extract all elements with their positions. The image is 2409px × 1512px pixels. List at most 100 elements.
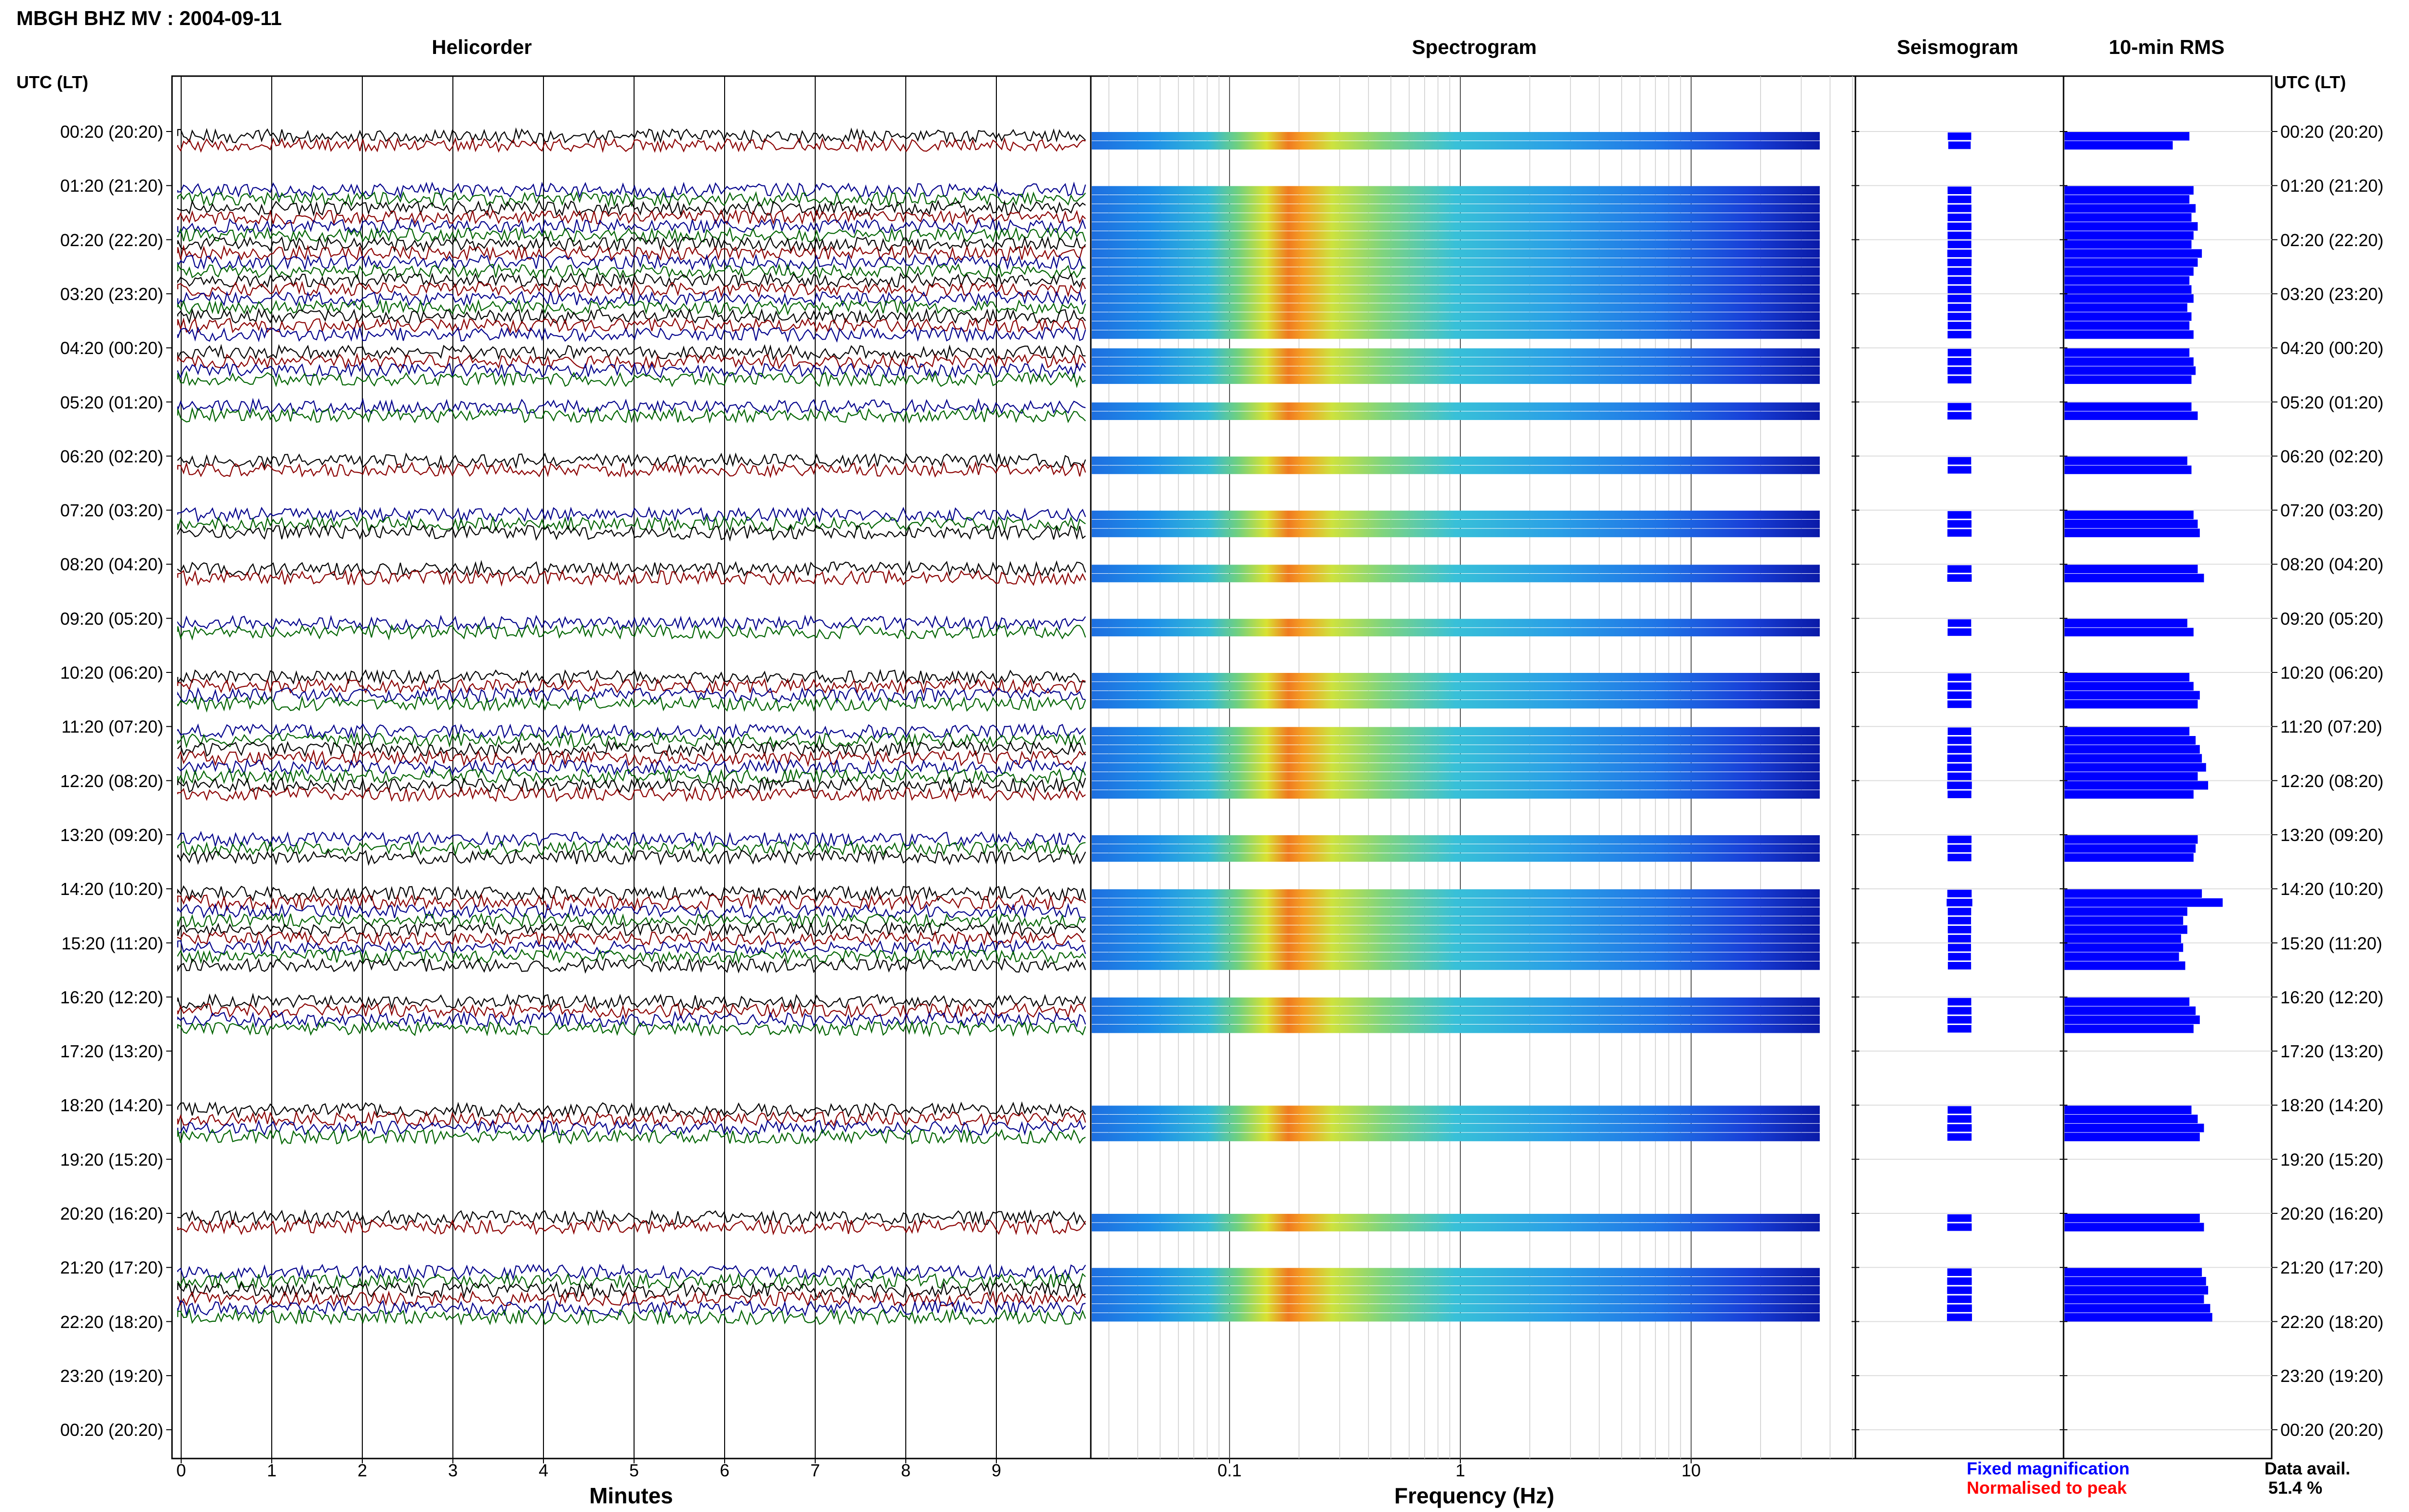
helicorder-trace	[177, 830, 1086, 848]
hour-label-left: 01:20 (21:20)	[60, 176, 163, 196]
helicorder-trace	[177, 452, 1086, 469]
helicorder-trace	[177, 290, 1086, 307]
helicorder-trace	[177, 614, 1086, 631]
seismogram-segment	[1947, 1214, 1972, 1222]
spectrogram-band	[1092, 213, 1820, 222]
rms-bar	[2065, 366, 2196, 375]
spectrogram-band	[1092, 952, 1820, 961]
seismogram-segment	[1947, 376, 1972, 384]
hour-label-left: 14:20 (10:20)	[60, 879, 163, 899]
helicorder-tick-label: 5	[629, 1460, 639, 1480]
spectrogram-band	[1092, 736, 1820, 745]
hour-label-right: 11:20 (07:20)	[2280, 717, 2383, 737]
hour-label-left: 07:20 (03:20)	[60, 500, 163, 521]
spectrogram-band	[1092, 781, 1820, 790]
hour-label-left: 13:20 (09:20)	[60, 825, 163, 845]
helicorder-trace	[177, 1290, 1086, 1308]
seismogram-segment	[1947, 196, 1972, 203]
seismogram-segment	[1947, 286, 1972, 293]
hour-label-right: 21:20 (17:20)	[2280, 1258, 2384, 1278]
seismogram-segment	[1947, 303, 1972, 312]
seismogram-segment	[1947, 330, 1972, 339]
helicorder-trace	[177, 226, 1086, 244]
spectrogram-band	[1092, 186, 1820, 195]
helicorder-trace	[177, 127, 1086, 145]
spectrogram-band	[1092, 511, 1820, 519]
rms-bar	[2065, 213, 2192, 222]
utc-header-left: UTC (LT)	[16, 72, 89, 92]
helicorder-trace	[177, 370, 1086, 388]
spectrogram-band	[1092, 402, 1820, 411]
seismogram-segment	[1947, 628, 1972, 636]
helicorder-trace	[177, 930, 1086, 947]
hour-label-left: 17:20 (13:20)	[60, 1041, 163, 1062]
spectrogram-band	[1092, 465, 1820, 474]
helicorder-trace	[177, 1308, 1086, 1327]
helicorder-trace	[177, 407, 1086, 424]
helicorder-trace	[177, 272, 1086, 289]
hour-label-left: 15:20 (11:20)	[61, 933, 163, 953]
rms-bar	[2065, 1115, 2198, 1123]
spectrogram-band	[1092, 1268, 1820, 1277]
seismogram-segment	[1947, 511, 1972, 519]
helicorder-trace	[177, 1101, 1086, 1118]
helicorder-trace	[177, 1119, 1086, 1136]
seismogram-segment	[1947, 357, 1972, 366]
seismogram-segment	[1947, 204, 1972, 212]
helicorder-trace	[177, 235, 1086, 253]
seismogram-segment	[1947, 574, 1972, 582]
helicorder-trace	[177, 992, 1086, 1011]
rms-bar	[2065, 276, 2190, 285]
spectrogram-band	[1092, 574, 1820, 582]
rms-bar	[2065, 691, 2200, 700]
rms-bar	[2065, 1223, 2204, 1232]
rms-bar	[2065, 348, 2190, 357]
spectrogram-tick-label: 0.1	[1217, 1460, 1242, 1480]
rms-bar	[2065, 574, 2204, 582]
hour-label-left: 02:20 (22:20)	[60, 230, 163, 250]
seismogram-segment	[1947, 412, 1972, 420]
hour-label-left: 22:20 (18:20)	[60, 1312, 163, 1332]
spectrogram-band	[1092, 898, 1820, 907]
rms-title: 10-min RMS	[2108, 36, 2225, 58]
helicorder-tick-label: 3	[448, 1460, 458, 1480]
seismogram-segment	[1947, 619, 1972, 627]
spectrogram-band	[1092, 1024, 1820, 1033]
helicorder-trace	[177, 686, 1086, 704]
spectrogram-band	[1092, 1115, 1820, 1123]
hour-label-right: 01:20 (21:20)	[2280, 176, 2384, 196]
seismogram-segment	[1947, 1313, 1972, 1321]
helicorder-trace	[177, 1218, 1086, 1236]
hour-label-right: 14:20 (10:20)	[2280, 879, 2384, 899]
data-avail-value: 51.4 %	[2268, 1478, 2323, 1498]
rms-bar	[2065, 961, 2185, 970]
spectrogram-band	[1092, 565, 1820, 574]
spectrogram-band	[1092, 240, 1820, 249]
spectrogram-band	[1092, 925, 1820, 934]
helicorder-trace	[177, 217, 1086, 236]
utc-header-right: UTC (LT)	[2274, 72, 2346, 92]
spectrogram-band	[1092, 772, 1820, 781]
seismogram-segment	[1947, 673, 1972, 681]
spectrogram-band	[1092, 141, 1820, 150]
helicorder-trace	[177, 253, 1086, 271]
helicorder-trace	[177, 912, 1086, 929]
seismogram-segment	[1947, 745, 1972, 753]
rms-bar	[2065, 1015, 2200, 1024]
helicorder-trace	[177, 767, 1086, 785]
seismogram-segment	[1947, 322, 1972, 329]
spectrogram-band	[1092, 961, 1820, 970]
rms-bar	[2065, 853, 2194, 862]
rms-bar	[2065, 267, 2194, 276]
hour-label-left: 03:20 (23:20)	[60, 284, 163, 304]
rms-bar	[2065, 1123, 2204, 1132]
spectrogram-band	[1092, 357, 1820, 366]
seismogram-segment	[1947, 520, 1972, 528]
seismogram-segment	[1947, 1304, 1972, 1312]
rms-bar	[2065, 312, 2192, 321]
helicorder-trace	[177, 524, 1086, 542]
helicorder-trace	[177, 317, 1086, 334]
spectrogram-band	[1092, 1006, 1820, 1015]
helicorder-trace	[177, 1002, 1086, 1019]
seismogram-segment	[1947, 565, 1972, 573]
